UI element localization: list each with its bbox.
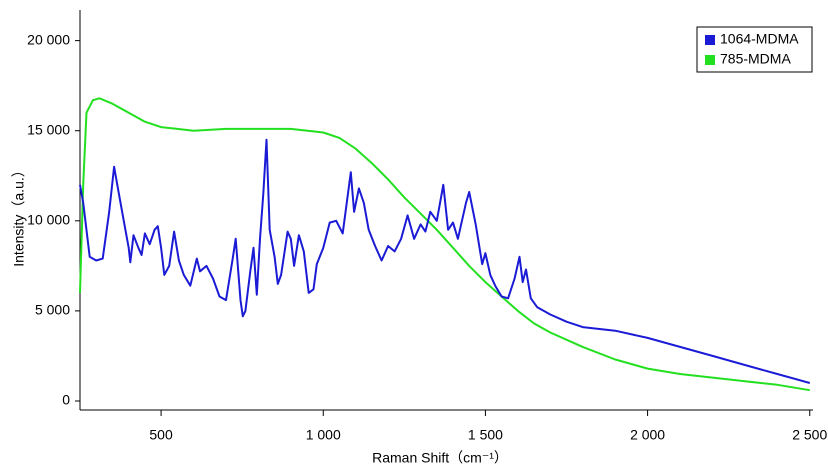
y-axis-label: Intensity（a.u.） <box>11 163 27 267</box>
x-axis-label: Raman Shift（cm⁻¹） <box>372 450 508 466</box>
x-tick-label: 1 500 <box>468 427 503 443</box>
series-line <box>79 97 810 392</box>
legend-label: 785-MDMA <box>720 51 791 67</box>
legend-box <box>696 26 813 73</box>
legend-swatch <box>705 55 715 65</box>
y-tick-label: 20 000 <box>27 31 70 47</box>
x-tick-label: 2 000 <box>630 427 665 443</box>
y-tick-label: 0 <box>62 392 70 408</box>
legend-swatch <box>705 35 715 45</box>
x-tick-label: 1 000 <box>306 427 341 443</box>
y-tick-label: 5 000 <box>35 302 70 318</box>
series-line <box>79 138 811 384</box>
x-tick-label: 500 <box>149 427 173 443</box>
y-tick-label: 15 000 <box>27 121 70 137</box>
legend-label: 1064-MDMA <box>720 31 799 47</box>
y-tick-label: 10 000 <box>27 212 70 228</box>
x-tick-label: 2 500 <box>792 427 827 443</box>
